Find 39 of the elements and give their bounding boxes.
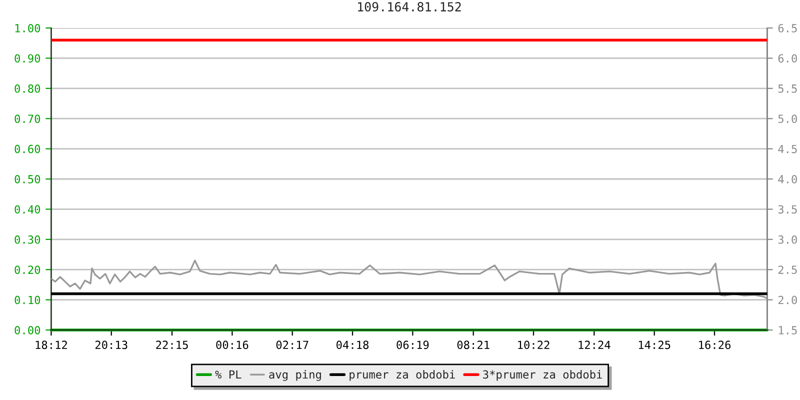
legend-label: avg ping (269, 370, 321, 381)
y2-tick-label: 6.5 (778, 24, 797, 32)
x-tick-label: 18:12 (36, 340, 67, 350)
y2-tick-label: 5.0 (778, 114, 797, 124)
y-tick-label: 0.00 (14, 326, 40, 334)
y2-tick-label: 1.5 (778, 326, 797, 334)
y2-tick-label: 4.0 (778, 175, 797, 184)
x-tick-label: 22:15 (156, 340, 188, 350)
y-tick-label: 1.00 (15, 24, 40, 32)
legend-label: % PL (215, 370, 242, 378)
x-tick-label: 12:24 (578, 340, 610, 349)
y-tick-label: 0.50 (14, 175, 40, 184)
y2-tick-label: 2.0 (778, 296, 797, 304)
x-tick-label: 02:17 (276, 340, 308, 350)
y-tick-label: 0.40 (14, 205, 40, 214)
x-tick-label: 08:21 (457, 340, 490, 350)
y-tick-label: 0.70 (14, 114, 40, 124)
y2-tick-label: 4.5 (778, 144, 797, 154)
x-tick-label: 14:25 (638, 340, 670, 350)
y2-tick-label: 3.0 (778, 235, 797, 244)
y-tick-label: 0.90 (14, 54, 40, 63)
y2-tick-label: 3.5 (778, 205, 797, 214)
x-tick-label: 16:26 (699, 340, 730, 350)
y2-tick-label: 6.0 (778, 54, 797, 63)
y-tick-label: 0.30 (14, 235, 40, 244)
x-tick-label: 00:16 (216, 340, 248, 350)
y2-tick-label: 2.5 (778, 266, 797, 274)
y-tick-label: 0.60 (14, 144, 40, 154)
y-tick-label: 0.20 (14, 266, 40, 274)
legend-label: 3*prumer za obdobi (483, 370, 602, 381)
x-tick-label: 04:18 (336, 340, 369, 350)
y-tick-label: 0.10 (14, 296, 40, 304)
x-tick-label: 20:13 (95, 340, 128, 350)
x-tick-label: 10:22 (518, 340, 550, 350)
x-tick-label: 06:19 (396, 340, 429, 350)
y-tick-label: 0.80 (14, 84, 40, 93)
chart-title: 109.164.81.152 (358, 2, 461, 12)
legend-label: prumer za obdobi (350, 370, 455, 381)
y2-tick-label: 5.5 (778, 84, 797, 93)
